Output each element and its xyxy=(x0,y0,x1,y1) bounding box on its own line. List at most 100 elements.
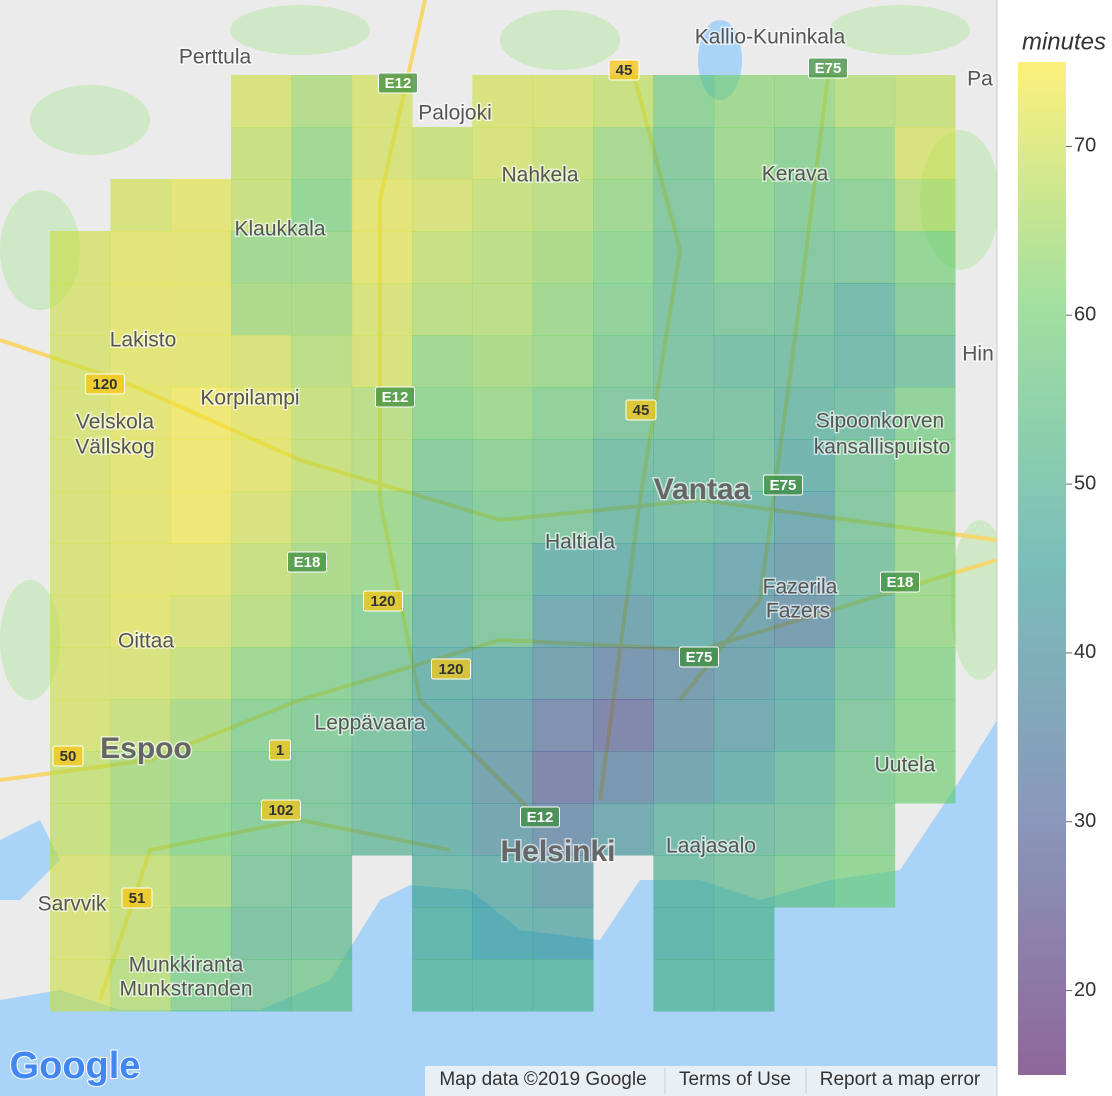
grid-cell xyxy=(50,855,111,908)
grid-cell xyxy=(472,127,534,180)
road-label: E12 xyxy=(385,75,412,92)
grid-cell xyxy=(532,595,594,648)
grid-cell xyxy=(653,751,715,804)
grid-cell xyxy=(774,699,835,752)
grid-cell xyxy=(170,387,232,440)
grid-cell xyxy=(291,75,353,128)
grid-cell xyxy=(472,699,534,752)
grid-cell xyxy=(894,491,956,544)
grid-cell xyxy=(894,647,956,700)
grid-cell xyxy=(110,491,172,544)
grid-cell xyxy=(170,335,232,388)
grid-cell xyxy=(291,127,353,180)
grid-cell xyxy=(532,855,594,908)
grid-cell xyxy=(351,127,413,180)
place-label: Espoo xyxy=(100,732,192,765)
colorbar-tick-label: 30 xyxy=(1074,810,1096,832)
grid-cell xyxy=(50,387,111,440)
grid-cell xyxy=(231,127,292,180)
grid-cell xyxy=(593,595,654,648)
place-label: Vällskog xyxy=(75,436,154,459)
grid-cell xyxy=(532,647,594,700)
road-shield xyxy=(880,571,920,593)
grid-cell xyxy=(713,75,775,128)
place-label: Pa xyxy=(967,68,993,91)
grid-cell xyxy=(593,803,654,856)
road-shield xyxy=(378,72,418,94)
grid-cell xyxy=(110,231,172,284)
report-link[interactable]: Report a map error xyxy=(820,1069,981,1090)
grid-cell xyxy=(231,543,292,596)
grid-cell xyxy=(472,231,534,284)
map-attribution: Map data ©2019 Google xyxy=(439,1069,646,1090)
road-shield xyxy=(679,646,719,668)
grid-cell xyxy=(291,595,353,648)
grid-cell xyxy=(713,335,775,388)
grid-cell xyxy=(774,127,835,180)
road-label: 51 xyxy=(129,890,146,907)
grid-cell xyxy=(653,595,715,648)
grid-cell xyxy=(834,699,896,752)
grid-cell xyxy=(412,283,473,336)
grid-cell xyxy=(50,231,111,284)
terms-link[interactable]: Terms of Use xyxy=(679,1069,791,1090)
grid-cell xyxy=(472,335,534,388)
grid-cell xyxy=(110,803,172,856)
grid-cell xyxy=(291,803,353,856)
grid-cell xyxy=(894,231,956,284)
grid-cell xyxy=(231,179,292,232)
grid-cell xyxy=(532,699,594,752)
grid-cell xyxy=(231,647,292,700)
road-shield xyxy=(269,739,291,761)
grid-cell xyxy=(291,751,353,804)
road-shield xyxy=(85,373,125,395)
grid-cell xyxy=(653,387,715,440)
place-label: kansallispuisto xyxy=(814,436,951,459)
grid-cell xyxy=(412,907,473,960)
grid-cell xyxy=(291,439,353,492)
road-label: E18 xyxy=(294,554,321,571)
grid-cell xyxy=(50,439,111,492)
grid-cell xyxy=(50,647,111,700)
road-shield xyxy=(52,745,84,767)
grid-cell xyxy=(170,231,232,284)
grid-cell xyxy=(834,855,896,908)
grid-cell xyxy=(291,491,353,544)
grid-cell xyxy=(351,699,413,752)
place-label: Korpilampi xyxy=(200,387,299,410)
place-label: Nahkela xyxy=(501,164,578,187)
grid-cell xyxy=(50,543,111,596)
grid-cell xyxy=(713,387,775,440)
grid-cell xyxy=(472,283,534,336)
grid-cell xyxy=(593,439,654,492)
grid-cell xyxy=(774,751,835,804)
place-label: Fazerila xyxy=(763,576,838,599)
road-shield xyxy=(625,399,657,421)
grid-cell xyxy=(412,127,473,180)
grid-cell xyxy=(774,491,835,544)
grid-cell xyxy=(593,543,654,596)
grid-cell xyxy=(291,335,353,388)
grid-cell xyxy=(110,283,172,336)
grid-cell xyxy=(110,751,172,804)
grid-cell xyxy=(472,855,534,908)
grid-cell xyxy=(231,75,292,128)
grid-cell xyxy=(713,959,775,1012)
road-shield xyxy=(763,474,803,496)
grid-cell xyxy=(412,543,473,596)
grid-cell xyxy=(351,179,413,232)
grid-cell xyxy=(593,699,654,752)
travel-time-grid xyxy=(50,75,956,1012)
grid-cell xyxy=(834,647,896,700)
grid-cell xyxy=(653,75,715,128)
road-shield xyxy=(287,551,327,573)
grid-cell xyxy=(894,127,956,180)
grid-cell xyxy=(412,231,473,284)
road-label: E75 xyxy=(770,477,797,494)
grid-cell xyxy=(412,959,473,1012)
grid-cell xyxy=(231,855,292,908)
grid-cell xyxy=(351,439,413,492)
grid-cell xyxy=(774,179,835,232)
grid-cell xyxy=(351,647,413,700)
